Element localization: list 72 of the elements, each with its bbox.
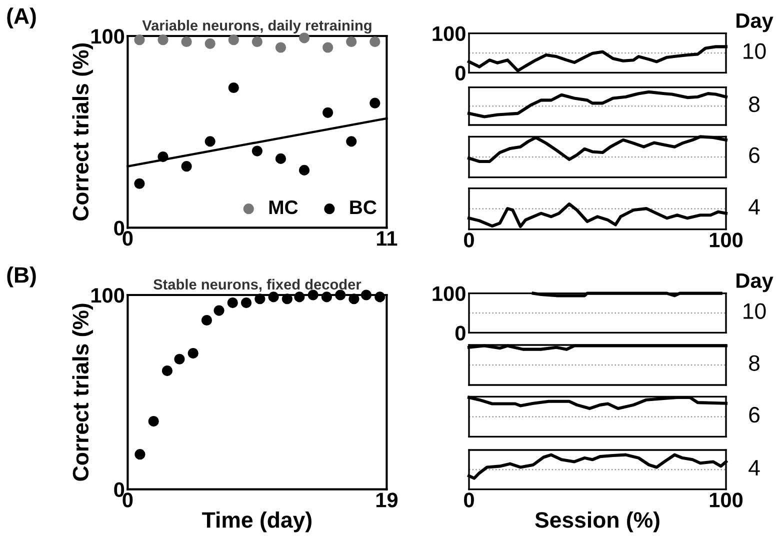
y-tick-label: 0 (114, 220, 124, 236)
point (275, 153, 286, 164)
point (346, 136, 357, 147)
point (346, 36, 357, 48)
point (228, 34, 239, 46)
point (322, 42, 334, 53)
point (174, 354, 185, 364)
point (158, 34, 168, 46)
y-tick-label: 100 (432, 286, 466, 302)
legend-label: BC (350, 200, 376, 214)
chart-title: Variable neurons, daily retraining (142, 20, 372, 34)
chart-title: Stable neurons, fixed decoder (153, 278, 362, 292)
y-axis-title: Correct trials (%) (72, 304, 93, 481)
legend-label: MC (269, 200, 298, 214)
y2-axis-title: 10 (744, 303, 766, 319)
point (348, 294, 360, 304)
point (252, 146, 262, 156)
point (204, 136, 216, 147)
point (181, 161, 192, 172)
y-tick-label: 100 (91, 288, 124, 303)
y2-axis-title: 4 (748, 460, 760, 476)
point (227, 297, 238, 308)
y2-axis-title: 6 (749, 147, 760, 163)
text: (B) (7, 266, 36, 288)
y-tick-label: 100 (91, 29, 124, 44)
point (204, 38, 216, 49)
point (214, 305, 224, 316)
point (294, 292, 305, 302)
y-tick-label: 0 (455, 326, 466, 340)
text: Day (736, 273, 774, 292)
point (374, 292, 386, 302)
point (308, 290, 318, 300)
point (321, 292, 332, 302)
point (134, 449, 146, 460)
point (275, 42, 286, 53)
x-tick-label: 100 (710, 492, 743, 508)
point (298, 32, 310, 44)
point (254, 294, 266, 304)
point (134, 34, 145, 46)
point (370, 36, 380, 48)
y2-axis-title: 6 (749, 406, 760, 423)
x-tick-label: 100 (710, 232, 743, 248)
text: Day (736, 13, 774, 32)
point (268, 292, 279, 302)
point (360, 290, 372, 300)
y2-axis-title: 8 (749, 96, 760, 112)
point (252, 36, 262, 48)
y-tick-label: 100 (432, 26, 466, 42)
point (148, 416, 159, 427)
y-tick-label: 0 (455, 66, 466, 80)
point (181, 36, 192, 48)
y2-axis-title: 4 (748, 199, 760, 215)
y-axis-title: Correct trials (%) (72, 43, 93, 220)
y2-axis-title: 8 (749, 355, 760, 371)
point (188, 348, 198, 359)
point (335, 290, 346, 300)
point (228, 82, 239, 94)
point (370, 98, 380, 108)
x-tick-label: 19 (376, 492, 398, 508)
x-tick-label: 11 (377, 231, 398, 246)
point (282, 294, 292, 304)
point (240, 297, 252, 308)
point (298, 164, 310, 176)
x-axis-title: Session (%) (535, 512, 660, 532)
y-tick-label: 0 (114, 482, 124, 498)
text: (A) (7, 8, 36, 28)
point (134, 178, 145, 189)
point (162, 365, 173, 376)
x-axis-title: Time (day) (202, 512, 312, 532)
point (322, 107, 334, 118)
point (201, 314, 212, 326)
y2-axis-title: 10 (744, 43, 766, 59)
